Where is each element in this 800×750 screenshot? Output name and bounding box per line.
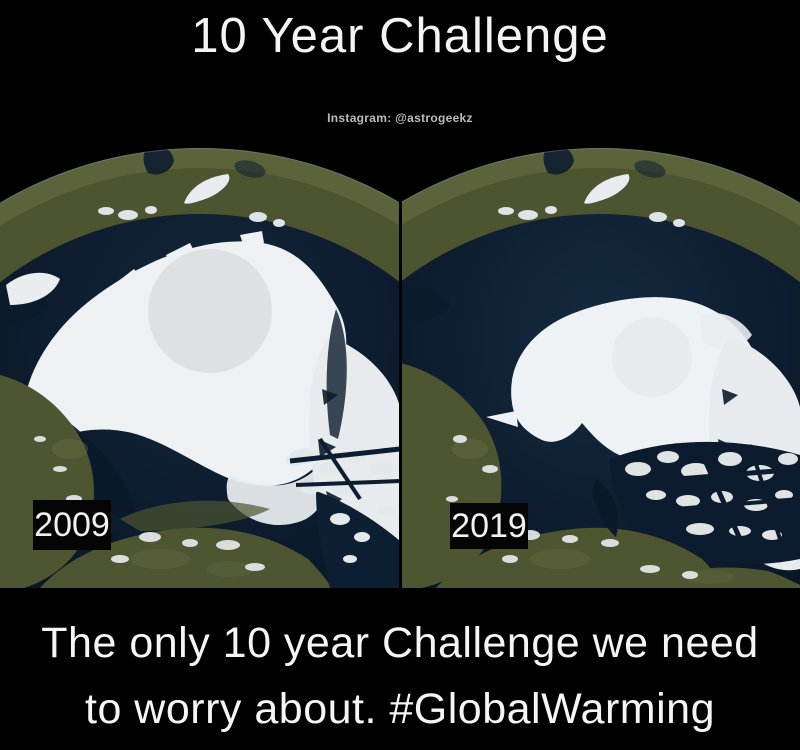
year-badge-2009: 2009 <box>33 500 111 550</box>
year-badge-2019: 2019 <box>450 503 528 549</box>
comparison-panels: 2009 <box>0 139 800 588</box>
meme-caption: The only 10 year Challenge we need to wo… <box>0 610 800 742</box>
photo-panel-2009: 2009 <box>0 139 400 588</box>
caption-line-2: to worry about. #GlobalWarming <box>85 685 715 733</box>
photo-panel-2019: 2019 <box>400 139 800 588</box>
arctic-satellite-2009-image <box>0 139 400 588</box>
instagram-credit: Instagram: @astrogeekz <box>327 111 473 125</box>
panel-seam-divider <box>399 139 402 588</box>
caption-line-1: The only 10 year Challenge we need <box>41 619 759 667</box>
meme-title: 10 Year Challenge <box>191 9 609 63</box>
